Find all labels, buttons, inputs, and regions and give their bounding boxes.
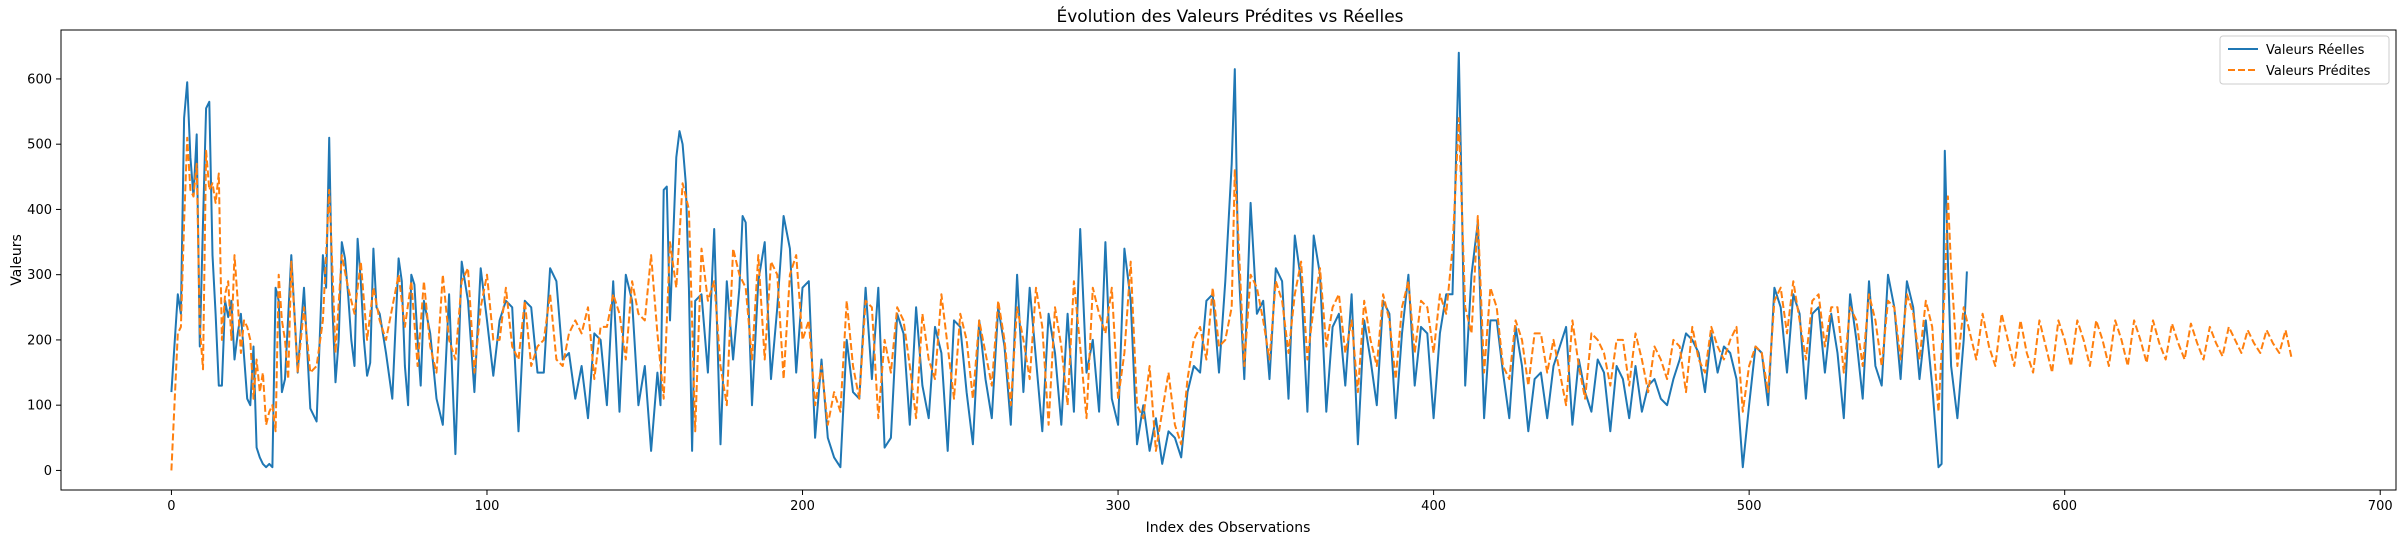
y-axis-label: Valeurs <box>9 234 25 286</box>
series-layer <box>170 51 2293 471</box>
legend-box <box>2219 35 2390 85</box>
series-line-real <box>170 51 1968 469</box>
y-tick-label: 300 <box>27 268 52 283</box>
y-tick-label: 0 <box>44 464 52 479</box>
x-tick-label: 500 <box>1737 499 1762 514</box>
chart-title: Évolution des Valeurs Prédites vs Réelle… <box>1056 5 1403 27</box>
legend: Valeurs Réelles Valeurs Prédites <box>2219 35 2390 85</box>
legend-label-real: Valeurs Réelles <box>2266 43 2365 58</box>
x-tick-label: 0 <box>167 499 175 514</box>
series-line-predicted <box>170 117 2293 471</box>
y-tick-label: 400 <box>27 203 52 218</box>
plot-area <box>60 29 2397 491</box>
y-tick-label: 600 <box>27 72 52 87</box>
x-tick-label: 200 <box>790 499 815 514</box>
x-tick-label: 100 <box>475 499 500 514</box>
x-tick-label: 300 <box>1106 499 1131 514</box>
x-axis-ticks: 0 100 200 300 400 500 600 700 <box>167 490 2393 514</box>
legend-label-predicted: Valeurs Prédites <box>2266 64 2371 79</box>
x-tick-label: 400 <box>1421 499 1446 514</box>
y-tick-label: 100 <box>27 399 52 414</box>
y-axis-ticks: 0 100 200 300 400 500 600 <box>27 72 61 479</box>
x-axis-label: Index des Observations <box>1146 520 1311 536</box>
x-tick-label: 700 <box>2368 499 2393 514</box>
y-tick-label: 200 <box>27 333 52 348</box>
y-tick-label: 500 <box>27 138 52 153</box>
x-tick-label: 600 <box>2052 499 2077 514</box>
